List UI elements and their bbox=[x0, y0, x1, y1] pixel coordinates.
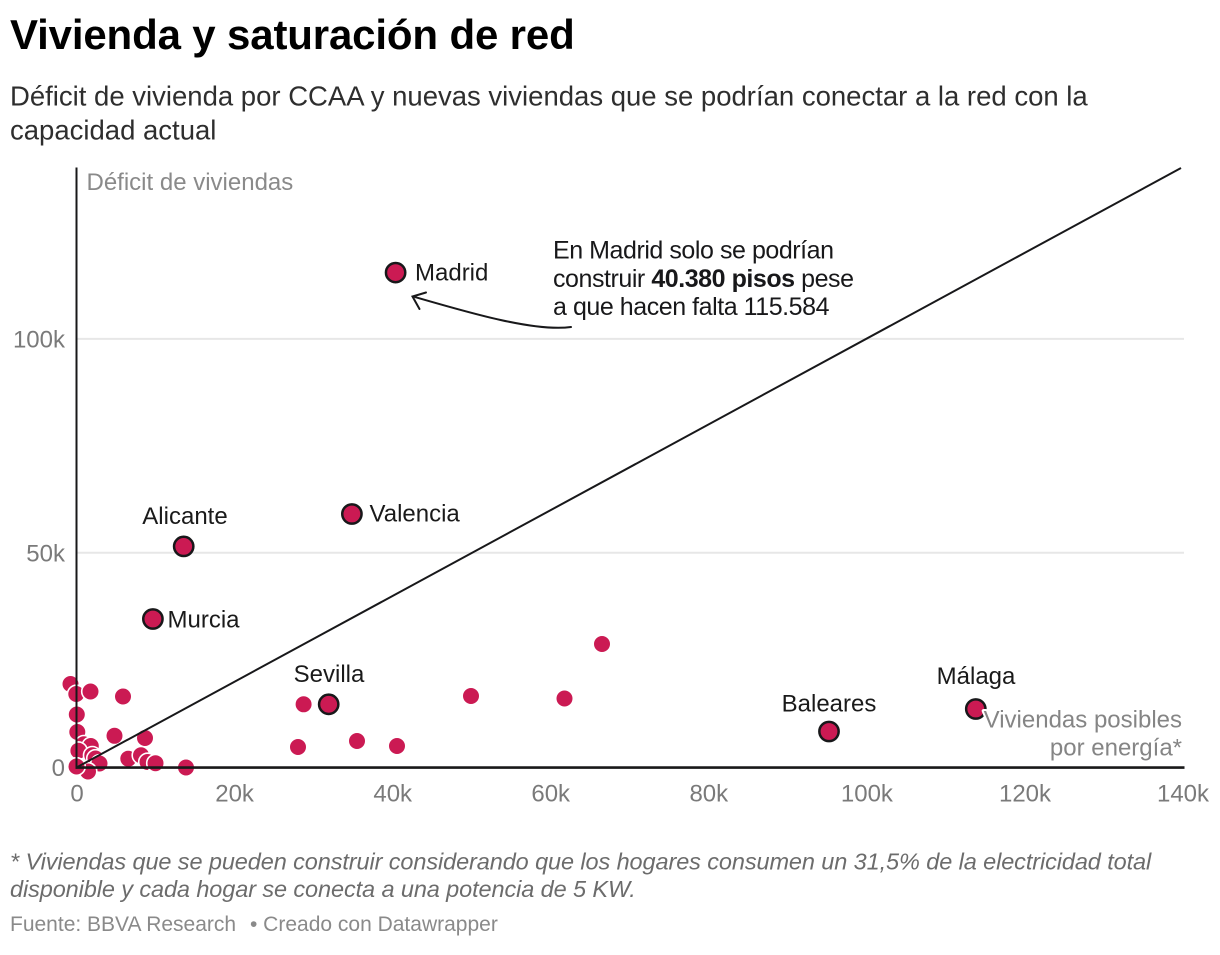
svg-text:0: 0 bbox=[70, 781, 83, 808]
svg-text:100k: 100k bbox=[841, 781, 894, 808]
svg-text:Alicante: Alicante bbox=[142, 503, 227, 530]
svg-text:Sevilla: Sevilla bbox=[294, 661, 365, 688]
svg-text:140k: 140k bbox=[1157, 781, 1210, 808]
svg-text:Déficit de viviendas: Déficit de viviendas bbox=[87, 169, 294, 196]
svg-text:20k: 20k bbox=[215, 781, 255, 808]
svg-text:Baleares: Baleares bbox=[782, 691, 877, 718]
svg-text:60k: 60k bbox=[531, 781, 571, 808]
svg-text:Murcia: Murcia bbox=[168, 607, 241, 634]
svg-text:disponible y cada hogar se con: disponible y cada hogar se conecta a una… bbox=[10, 876, 636, 902]
svg-text:Málaga: Málaga bbox=[937, 663, 1016, 690]
svg-text:80k: 80k bbox=[689, 781, 729, 808]
svg-text:Déficit de vivienda por CCAA y: Déficit de vivienda por CCAA y nuevas vi… bbox=[10, 81, 1088, 112]
svg-text:Fuente: BBVA Research: Fuente: BBVA Research bbox=[10, 913, 236, 936]
svg-text:Valencia: Valencia bbox=[370, 501, 461, 528]
svg-text:120k: 120k bbox=[999, 781, 1052, 808]
svg-text:Madrid: Madrid bbox=[415, 260, 488, 287]
svg-text:En Madrid solo se podrían: En Madrid solo se podrían bbox=[553, 236, 834, 264]
svg-text:construir 40.380 pisos pese: construir 40.380 pisos pese bbox=[553, 265, 854, 293]
svg-text:• Creado con Datawrapper: • Creado con Datawrapper bbox=[250, 913, 498, 936]
svg-text:capacidad actual: capacidad actual bbox=[10, 115, 216, 146]
svg-text:a que hacen falta 115.584: a que hacen falta 115.584 bbox=[553, 293, 830, 321]
svg-text:50k: 50k bbox=[26, 540, 66, 567]
svg-text:0: 0 bbox=[52, 755, 65, 782]
svg-text:por energía*: por energía* bbox=[1050, 735, 1182, 762]
svg-text:Vivienda y saturación de red: Vivienda y saturación de red bbox=[10, 11, 575, 58]
svg-text:* Viviendas que se pueden cons: * Viviendas que se pueden construir cons… bbox=[10, 849, 1152, 875]
svg-text:Viviendas posibles: Viviendas posibles bbox=[984, 707, 1182, 734]
svg-text:100k: 100k bbox=[13, 327, 66, 354]
svg-text:40k: 40k bbox=[373, 781, 413, 808]
